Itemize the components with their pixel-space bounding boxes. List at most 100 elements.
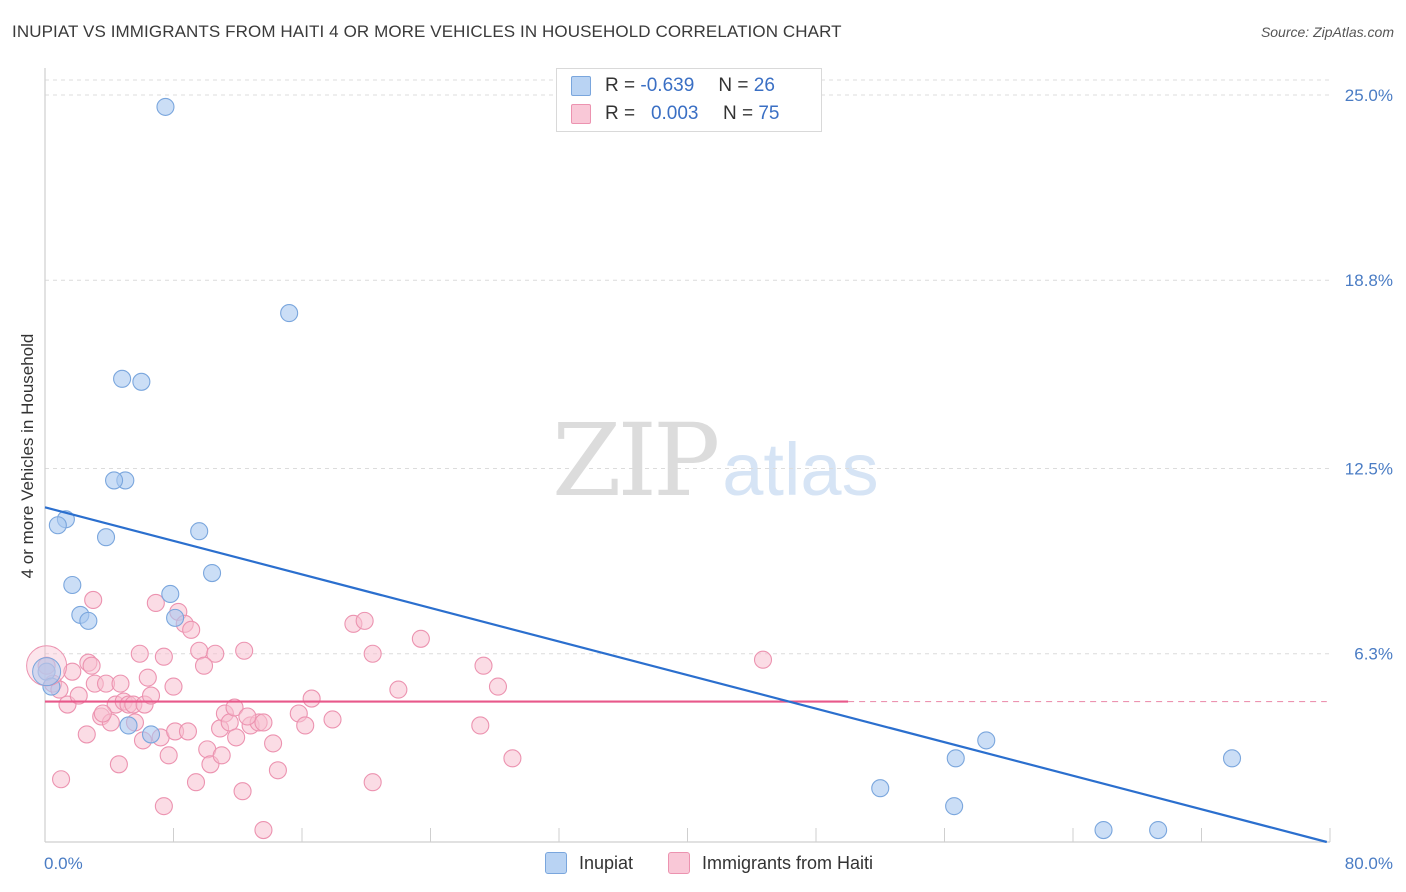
haiti-point	[264, 734, 283, 753]
haiti-point	[212, 746, 231, 765]
haiti-point	[233, 782, 252, 801]
inupiat-trend-line	[44, 506, 1328, 844]
haiti-point	[109, 755, 128, 774]
haiti-point	[178, 722, 198, 741]
inupiat-point	[48, 516, 67, 535]
inupiat-point	[1222, 749, 1242, 768]
haiti-legend-label: Immigrants from Haiti	[702, 852, 874, 873]
inupiat-point	[113, 369, 132, 388]
y-tick-label: 6.3%	[1354, 645, 1393, 664]
series-legend-inupiat[interactable]: Inupiat	[545, 852, 633, 874]
haiti-point	[363, 773, 382, 792]
inupiat-point	[161, 584, 180, 604]
inupiat-point	[156, 97, 175, 116]
inupiat-point	[1149, 820, 1168, 840]
haiti-point	[154, 797, 173, 816]
inupiat-point	[132, 372, 151, 391]
haiti-point	[227, 728, 246, 747]
legend-row-inupiat: R = -0.639 N = 26	[571, 73, 775, 99]
haiti-point	[130, 644, 149, 663]
haiti-point	[186, 773, 206, 792]
haiti-point	[77, 725, 96, 744]
haiti-point	[323, 710, 342, 729]
haiti-point	[488, 677, 508, 696]
haiti-point	[146, 593, 165, 612]
haiti-point	[52, 770, 71, 789]
haiti-point	[164, 677, 183, 696]
haiti-point	[69, 686, 88, 705]
inupiat-point	[945, 797, 964, 816]
inupiat-point	[280, 304, 299, 323]
haiti-point	[159, 746, 178, 765]
haiti-point	[63, 662, 82, 681]
haiti-point	[194, 656, 214, 675]
haiti-swatch	[571, 104, 591, 124]
inupiat-point	[63, 575, 82, 595]
haiti-point	[411, 629, 430, 648]
haiti-point	[141, 686, 161, 705]
haiti-point	[138, 668, 157, 687]
n-label: N =	[722, 103, 754, 124]
haiti-point	[182, 620, 201, 639]
inupiat-point	[141, 725, 161, 744]
watermark-atlas: atlas	[722, 428, 879, 511]
inupiat-legend-swatch	[545, 852, 567, 874]
haiti-point	[503, 749, 522, 768]
haiti-point	[474, 656, 493, 675]
haiti-n-value: 75	[758, 103, 780, 124]
x-tick-label: 0.0%	[44, 854, 83, 873]
series-legend: Inupiat Immigrants from Haiti	[0, 852, 1406, 878]
haiti-point	[753, 650, 773, 669]
haiti-point	[302, 689, 321, 708]
haiti-point	[355, 611, 374, 630]
inupiat-point	[871, 779, 890, 798]
inupiat-point	[946, 749, 965, 768]
inupiat-point	[190, 522, 209, 541]
y-tick-label: 25.0%	[1345, 86, 1393, 105]
inupiat-point	[96, 528, 116, 547]
series-legend-haiti[interactable]: Immigrants from Haiti	[668, 852, 873, 874]
haiti-point	[296, 716, 315, 735]
haiti-point	[93, 704, 112, 723]
haiti-point	[254, 713, 273, 732]
inupiat-point	[79, 611, 98, 630]
haiti-point	[82, 656, 101, 675]
haiti-point	[154, 647, 173, 666]
inupiat-n-value: 26	[753, 75, 775, 96]
x-tick-label: 80.0%	[1345, 854, 1393, 873]
y-tick-label: 18.8%	[1345, 271, 1393, 290]
correlation-legend: R = -0.639 N = 26 R = 0.003 N = 75	[556, 68, 822, 132]
r-label: R =	[605, 103, 636, 124]
inupiat-point	[977, 731, 996, 750]
inupiat-r-value: -0.639	[640, 75, 695, 96]
watermark: ZIPatlas	[552, 402, 879, 519]
haiti-point	[471, 716, 490, 735]
haiti-point	[363, 644, 382, 663]
haiti-point	[84, 590, 103, 610]
haiti-r-value: 0.003	[650, 103, 699, 124]
chart-title: INUPIAT VS IMMIGRANTS FROM HAITI 4 OR MO…	[12, 22, 842, 41]
inupiat-point	[119, 716, 138, 735]
legend-row-haiti: R = 0.003 N = 75	[571, 101, 779, 127]
inupiat-point	[105, 471, 124, 490]
n-label: N =	[718, 75, 749, 96]
inupiat-legend-label: Inupiat	[579, 852, 634, 873]
haiti-legend-swatch	[668, 852, 690, 874]
haiti-point	[389, 680, 408, 699]
haiti-point	[225, 698, 244, 717]
inupiat-point-large	[32, 657, 62, 687]
inupiat-point	[166, 608, 185, 627]
haiti-point	[111, 674, 130, 693]
r-label: R =	[605, 75, 636, 96]
y-tick-label: 12.5%	[1345, 459, 1393, 478]
haiti-point	[206, 644, 225, 663]
inupiat-point	[1094, 820, 1113, 840]
haiti-point	[268, 761, 287, 780]
haiti-point	[190, 641, 209, 660]
haiti-point	[254, 820, 273, 840]
inupiat-swatch	[571, 76, 591, 96]
haiti-point	[235, 641, 254, 660]
haiti-point	[238, 707, 257, 726]
watermark-zip: ZIP	[552, 402, 720, 519]
